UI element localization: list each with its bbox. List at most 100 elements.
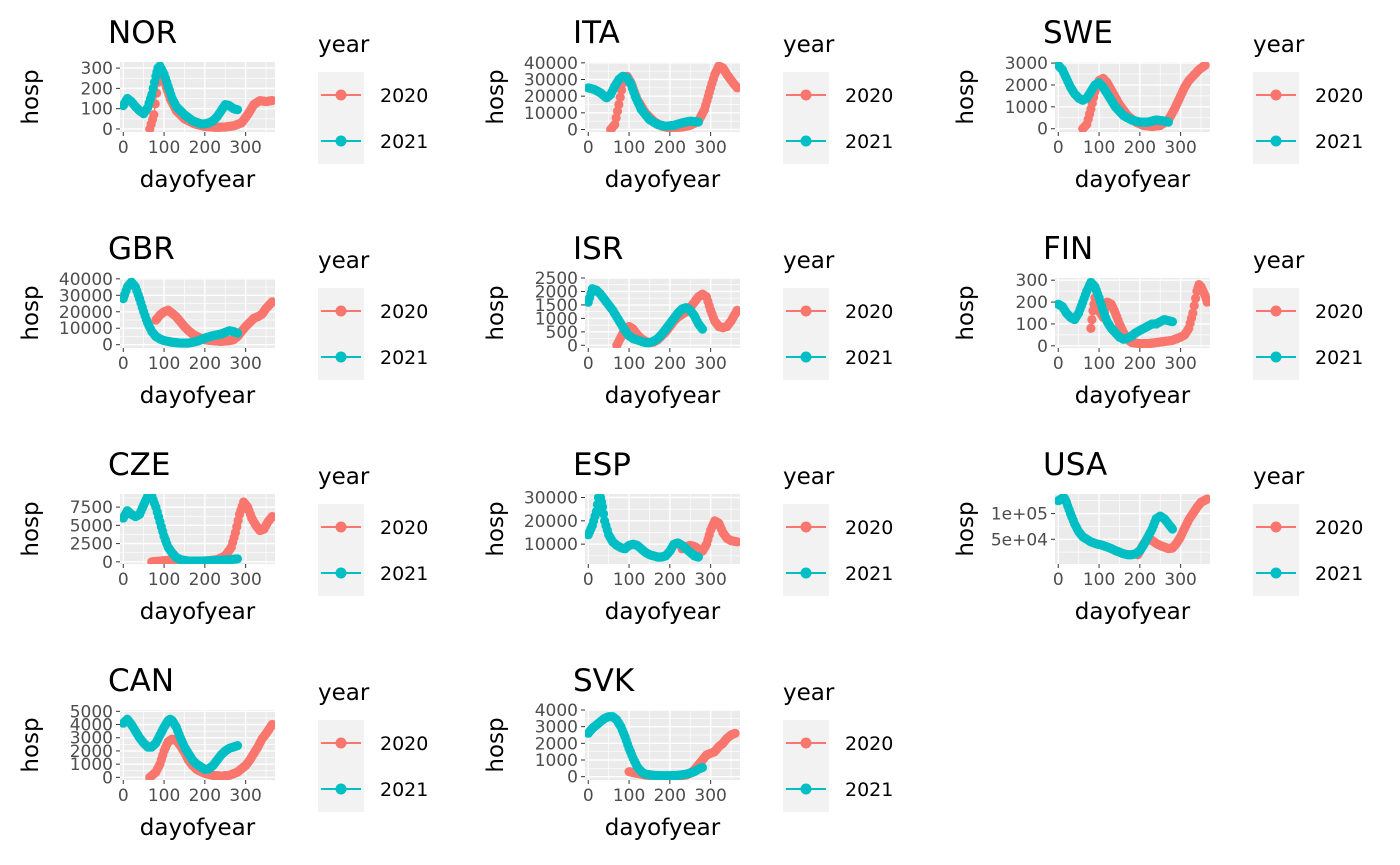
legend-key-point xyxy=(335,305,347,317)
series-2021-point xyxy=(1167,524,1178,534)
y-tick-label: 0 xyxy=(102,768,113,788)
plot-data xyxy=(120,62,275,132)
x-axis-label: dayofyear xyxy=(605,383,721,409)
series-2020-point xyxy=(1200,62,1210,70)
y-tick-label: 2000 xyxy=(1005,76,1048,96)
series-2021-point xyxy=(597,502,608,512)
y-axis-label: hosp xyxy=(18,285,44,340)
series-2021-point xyxy=(697,762,708,773)
series-2020-point xyxy=(730,728,740,738)
y-tick-label: 3000 xyxy=(535,718,578,738)
y-tick-label: 0 xyxy=(102,336,113,356)
y-tick-label: 200 xyxy=(81,79,113,99)
x-tick-label: 200 xyxy=(189,354,221,374)
y-axis-label: hosp xyxy=(483,717,509,772)
panel-fin: 0 100 200 3000100200300FINdayofyearhospyear… xyxy=(953,231,1363,409)
y-tick-label: 500 xyxy=(546,323,578,343)
x-tick-label: 100 xyxy=(148,570,180,590)
series-2021-point xyxy=(232,105,243,115)
series-2021-point xyxy=(598,509,609,519)
y-tick-label: 1000 xyxy=(535,309,578,329)
x-tick-label: 0 xyxy=(118,138,129,158)
legend-title: year xyxy=(1253,32,1305,58)
y-axis-label: hosp xyxy=(483,285,509,340)
y-tick-label: 2000 xyxy=(535,734,578,754)
x-tick-label: 300 xyxy=(229,354,261,374)
x-tick-label: 0 xyxy=(118,354,129,374)
x-axis-label: dayofyear xyxy=(605,599,721,625)
y-tick-label: 300 xyxy=(1016,271,1048,291)
legend-key-point xyxy=(335,351,347,363)
y-tick-label: 5e+04 xyxy=(991,530,1048,550)
legend-label: 2021 xyxy=(845,563,893,585)
y-axis-label: hosp xyxy=(953,285,979,340)
x-tick-label: 100 xyxy=(1083,570,1115,590)
x-axis-label: dayofyear xyxy=(140,599,256,625)
panel-title: SVK xyxy=(573,663,635,699)
legend-label: 2020 xyxy=(845,85,893,107)
y-tick-label: 0 xyxy=(567,336,578,356)
x-tick-label: 200 xyxy=(189,138,221,158)
legend-title: year xyxy=(1253,248,1305,274)
y-tick-label: 40000 xyxy=(59,270,113,290)
x-tick-label: 300 xyxy=(1164,570,1196,590)
y-axis-label: hosp xyxy=(953,69,979,124)
legend-key-point xyxy=(1270,305,1282,317)
panel-usa: 0 100 200 300 5e+04 1e+05 USA dayofyear hosp year… xyxy=(953,447,1363,625)
plot-data xyxy=(585,62,740,132)
legend-label: 2020 xyxy=(380,85,428,107)
plot-data xyxy=(120,714,275,780)
series-2021-point xyxy=(1163,117,1173,127)
y-axis-label: hosp xyxy=(483,69,509,124)
y-tick-label: 1000 xyxy=(1005,98,1048,118)
legend-key-point xyxy=(800,737,812,749)
legend: year 2020 2021 xyxy=(1253,248,1363,380)
x-tick-label: 100 xyxy=(613,138,645,158)
y-tick-label: 2000 xyxy=(535,282,578,302)
legend-key-point xyxy=(335,783,347,795)
x-tick-label: 200 xyxy=(654,786,686,806)
x-tick-label: 200 xyxy=(1124,354,1156,374)
series-2020-point xyxy=(1190,293,1201,304)
series-2021-point xyxy=(232,554,243,564)
series-2021-point xyxy=(1167,317,1178,327)
legend-key-point xyxy=(335,135,347,147)
x-axis-label: dayofyear xyxy=(1075,167,1191,193)
series-2020-point xyxy=(267,297,275,307)
series-2020-point xyxy=(1189,301,1199,311)
series-2020-point xyxy=(732,83,740,93)
series-2020-point xyxy=(1202,494,1210,504)
y-tick-label: 3000 xyxy=(1005,54,1048,74)
x-tick-label: 200 xyxy=(189,786,221,806)
x-tick-label: 300 xyxy=(1164,354,1196,374)
legend-label: 2021 xyxy=(380,563,428,585)
x-axis-label: dayofyear xyxy=(605,815,721,841)
x-tick-label: 100 xyxy=(148,138,180,158)
plot-data xyxy=(1055,278,1210,348)
y-tick-label: 10000 xyxy=(524,104,578,124)
x-tick-label: 0 xyxy=(1053,354,1064,374)
y-tick-label: 30000 xyxy=(59,286,113,306)
y-tick-label: 0 xyxy=(1037,120,1048,140)
y-tick-label: 1000 xyxy=(70,755,113,775)
series-2021-point xyxy=(232,328,243,338)
panel-title: ISR xyxy=(573,231,623,267)
legend-key-point xyxy=(800,521,812,533)
y-tick-label: 0 xyxy=(567,121,578,141)
y-tick-label: 30000 xyxy=(524,71,578,91)
y-tick-label: 7500 xyxy=(70,498,113,518)
plot-data xyxy=(585,494,740,562)
legend-label: 2021 xyxy=(1315,347,1363,369)
panel-title: CAN xyxy=(108,663,174,699)
x-tick-label: 100 xyxy=(613,570,645,590)
legend: year 2020 2021 xyxy=(1253,464,1363,596)
legend-key-point xyxy=(1270,135,1282,147)
legend-label: 2021 xyxy=(380,779,428,801)
x-tick-label: 0 xyxy=(583,138,594,158)
series-2020-point xyxy=(267,719,275,730)
y-axis-label: hosp xyxy=(953,501,979,556)
legend: year 2020 2021 xyxy=(318,32,428,164)
